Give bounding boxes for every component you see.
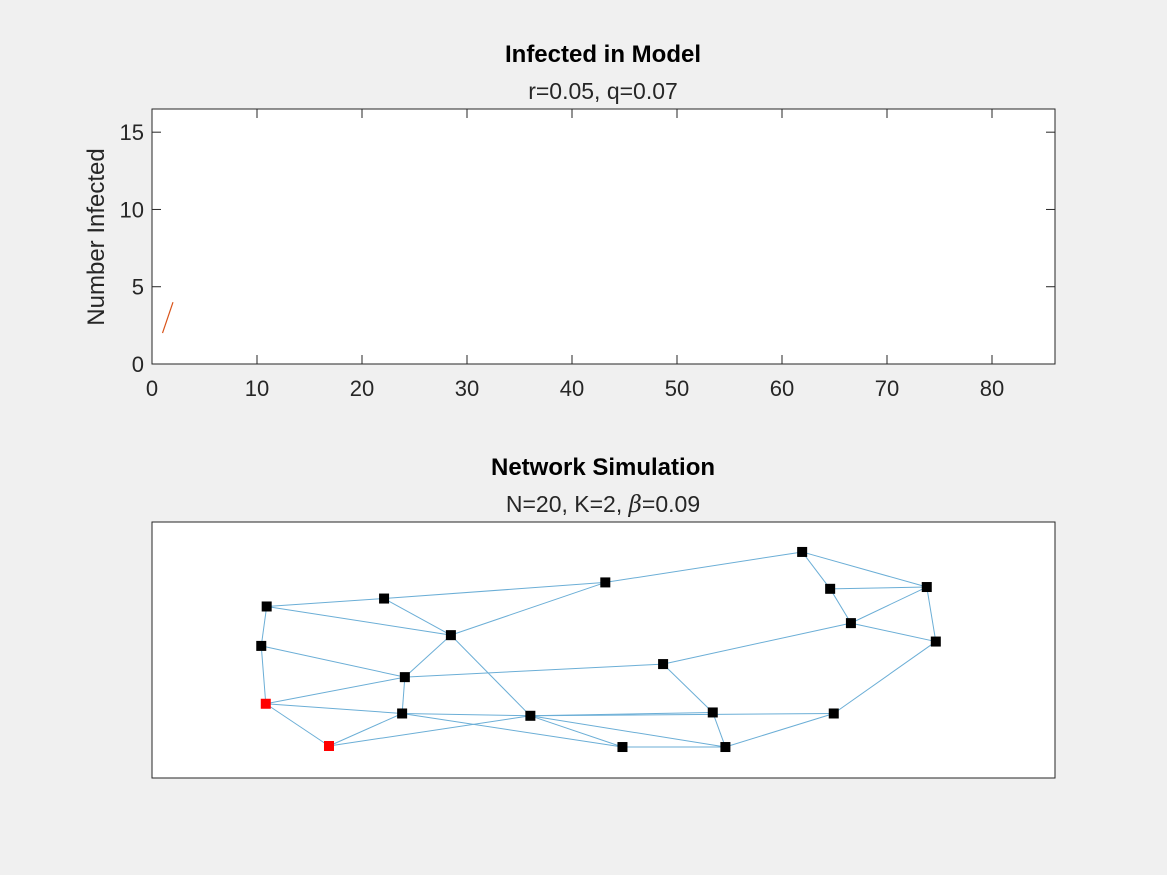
infected-tick-labels: 0 10 20 30 40 50 60 70 80 0 5 10 15 bbox=[120, 120, 1005, 401]
x-tick-label: 10 bbox=[245, 376, 269, 401]
network-edge bbox=[328, 713, 403, 747]
network-node bbox=[825, 583, 836, 594]
network-edge bbox=[265, 676, 405, 705]
network-node bbox=[445, 630, 456, 641]
network-edge bbox=[712, 712, 726, 748]
network-node bbox=[261, 601, 272, 612]
network-edge bbox=[830, 586, 927, 590]
y-tick-label: 5 bbox=[132, 275, 144, 300]
x-tick-label: 50 bbox=[665, 376, 689, 401]
network-node bbox=[797, 546, 808, 557]
network-edges bbox=[260, 551, 937, 748]
network-subtitle-beta: β bbox=[628, 492, 642, 518]
network-edge bbox=[833, 641, 937, 714]
network-edge bbox=[829, 588, 852, 624]
infected-axis-ticks bbox=[151, 109, 1055, 365]
network-edge bbox=[328, 715, 531, 747]
network-node bbox=[397, 708, 408, 719]
network-edge bbox=[530, 715, 726, 748]
network-subtitle-suffix: =0.09 bbox=[642, 491, 700, 517]
network-edge bbox=[401, 677, 406, 714]
network-edge bbox=[926, 586, 937, 642]
network-node bbox=[845, 618, 856, 629]
network-edge bbox=[802, 551, 927, 588]
network-plot-area bbox=[151, 521, 1056, 779]
network-edge bbox=[383, 598, 452, 636]
network-node bbox=[921, 582, 932, 593]
network-node bbox=[720, 742, 731, 753]
y-tick-label: 15 bbox=[120, 120, 144, 145]
network-node bbox=[379, 593, 390, 604]
infected-plot-frame bbox=[151, 108, 1056, 365]
y-axis-label: Number Infected bbox=[83, 148, 110, 325]
network-edge bbox=[266, 605, 451, 636]
x-tick-label: 40 bbox=[560, 376, 584, 401]
network-edge bbox=[662, 663, 714, 713]
network-node bbox=[256, 640, 267, 651]
x-tick-label: 70 bbox=[875, 376, 899, 401]
network-edge bbox=[850, 586, 927, 624]
infected-chart-subtitle: r=0.05, q=0.07 bbox=[528, 78, 678, 104]
network-node-infected bbox=[323, 741, 334, 751]
network-edge bbox=[265, 703, 330, 747]
network-node bbox=[525, 710, 536, 721]
network-edge bbox=[402, 712, 623, 748]
network-edge bbox=[265, 703, 403, 714]
network-edge bbox=[260, 606, 268, 646]
network-edge bbox=[530, 711, 713, 717]
network-edge bbox=[850, 622, 936, 643]
network-edge bbox=[384, 581, 606, 600]
network-node bbox=[399, 672, 410, 683]
network-edge bbox=[404, 634, 452, 678]
network-node bbox=[930, 636, 941, 647]
network-node bbox=[600, 577, 611, 588]
network-edge bbox=[266, 598, 385, 607]
network-chart: Network Simulation N=20, K=2, β=0.09 bbox=[151, 454, 1056, 779]
infected-series-line bbox=[161, 301, 174, 334]
infected-chart-title: Infected in Model bbox=[505, 41, 701, 68]
infected-plot-area bbox=[152, 109, 1055, 364]
network-node bbox=[617, 742, 628, 753]
network-edge bbox=[801, 551, 831, 590]
x-tick-label: 60 bbox=[770, 376, 794, 401]
network-edge bbox=[605, 551, 803, 583]
network-nodes bbox=[256, 546, 941, 753]
network-chart-title: Network Simulation bbox=[491, 454, 715, 481]
network-node bbox=[828, 708, 839, 719]
x-tick-label: 80 bbox=[980, 376, 1004, 401]
network-node bbox=[658, 659, 669, 670]
network-edge bbox=[662, 622, 852, 665]
network-edge bbox=[260, 645, 267, 704]
network-node-infected bbox=[260, 698, 271, 709]
x-tick-label: 30 bbox=[455, 376, 479, 401]
network-edge bbox=[450, 634, 531, 717]
network-edge bbox=[450, 581, 606, 636]
x-tick-label: 20 bbox=[350, 376, 374, 401]
infected-series bbox=[161, 301, 174, 334]
network-edge bbox=[725, 713, 834, 748]
network-edge bbox=[530, 715, 623, 748]
network-edge bbox=[530, 712, 834, 717]
network-node bbox=[707, 707, 718, 718]
x-tick-label: 0 bbox=[146, 376, 158, 401]
y-tick-label: 10 bbox=[120, 197, 144, 222]
network-edge bbox=[404, 663, 664, 678]
infected-chart: Infected in Model r=0.05, q=0.07 0 10 20 30… bbox=[83, 41, 1056, 401]
network-edge bbox=[261, 645, 405, 678]
network-chart-subtitle: N=20, K=2, β=0.09 bbox=[506, 491, 700, 518]
network-edge bbox=[402, 712, 531, 717]
y-tick-label: 0 bbox=[132, 352, 144, 377]
network-subtitle-prefix: N=20, K=2, bbox=[506, 491, 629, 517]
